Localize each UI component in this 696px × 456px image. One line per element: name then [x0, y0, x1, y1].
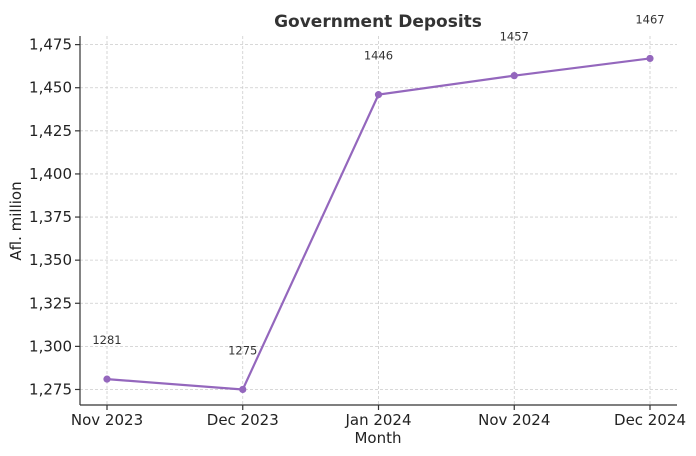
data-label: 1446 — [364, 49, 393, 63]
y-tick-label: 1,350 — [29, 251, 72, 269]
data-label: 1467 — [635, 12, 664, 26]
x-tick-label: Dec 2024 — [614, 411, 686, 429]
y-tick-label: 1,450 — [29, 79, 72, 97]
data-labels-layer: 1281 1275 1446 1457 1467 — [92, 12, 664, 357]
y-tick-label: 1,275 — [29, 380, 72, 398]
y-tick-label: 1,475 — [29, 36, 72, 54]
y-tick-label: 1,375 — [29, 208, 72, 226]
x-tick-label: Nov 2023 — [71, 411, 143, 429]
axes-layer: 1,275 1,300 1,325 1,350 1,375 1,400 1,425 1,450… — [29, 36, 686, 429]
x-tick-label: Jan 2024 — [344, 411, 411, 429]
x-tick-label: Dec 2023 — [207, 411, 279, 429]
data-label: 1457 — [500, 30, 529, 44]
x-axis-label: Month — [354, 429, 401, 447]
data-point — [510, 72, 518, 80]
data-point — [646, 54, 654, 63]
data-point — [103, 375, 111, 383]
y-tick-label: 1,400 — [29, 165, 72, 183]
data-label: 1275 — [228, 343, 257, 357]
y-tick-label: 1,425 — [29, 122, 72, 140]
y-tick-label: 1,325 — [29, 294, 72, 312]
series-layer — [103, 54, 654, 394]
data-label: 1281 — [92, 333, 121, 347]
x-tick-label: Nov 2024 — [478, 411, 550, 429]
y-axis-label: Afl. million — [7, 181, 25, 260]
chart-title: Government Deposits — [274, 12, 482, 32]
data-point — [239, 385, 247, 394]
y-tick-label: 1,300 — [29, 337, 72, 355]
data-point — [374, 91, 383, 99]
